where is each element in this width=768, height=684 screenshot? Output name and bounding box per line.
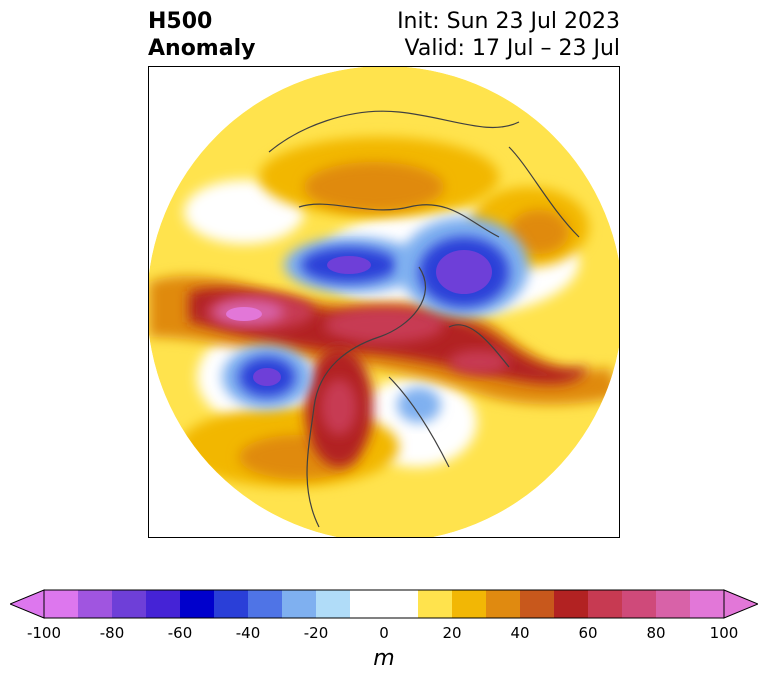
colorbar-bin [44, 590, 79, 618]
colorbar-bin [112, 590, 147, 618]
colorbar-tick-label: 20 [442, 624, 462, 642]
colorbar-bin [180, 590, 215, 618]
colorbar-bin [554, 590, 589, 618]
colorbar-tick-label: 40 [510, 624, 530, 642]
colorbar [10, 589, 758, 619]
colorbar-bin [78, 590, 113, 618]
colorbar-tick-label: -80 [99, 624, 125, 642]
colorbar-bin [248, 590, 283, 618]
colorbar-bin [520, 590, 555, 618]
map-title: H500 Anomaly [148, 8, 255, 62]
colorbar-bin [622, 590, 657, 618]
colorbar-bin [418, 590, 453, 618]
colorbar-unit-label: m [373, 646, 395, 671]
colorbar-tick-labels: -100 -80 -60 -40 -20 0 20 40 60 80 100 [0, 624, 768, 644]
map-date-info: Init: Sun 23 Jul 2023 Valid: 17 Jul – 23… [397, 8, 620, 62]
title-line-type: Anomaly [148, 36, 256, 61]
colorbar-bin [384, 590, 419, 618]
colorbar-bin [146, 590, 181, 618]
colorbar-bin [486, 590, 521, 618]
colorbar-bin [452, 590, 487, 618]
colorbar-bin [656, 590, 691, 618]
anomaly-map [149, 67, 619, 537]
anomaly-field [149, 67, 619, 537]
colorbar-tick-label: 80 [646, 624, 666, 642]
colorbar-tick-label: -40 [235, 624, 261, 642]
title-line-variable: H500 [148, 9, 213, 34]
colorbar-bin [690, 590, 725, 618]
colorbar-tick-label: 60 [578, 624, 598, 642]
map-panel [148, 66, 620, 538]
valid-range: Valid: 17 Jul – 23 Jul [404, 36, 620, 61]
colorbar-bin [350, 590, 385, 618]
coastlines [268, 110, 580, 528]
colorbar-tick-label: 0 [379, 624, 389, 642]
colorbar-bin [214, 590, 249, 618]
colorbar-tick-label: 100 [709, 624, 739, 642]
colorbar-extend-min [10, 589, 45, 619]
colorbar-tick-label: -20 [303, 624, 329, 642]
colorbar-extend-max [723, 589, 758, 619]
colorbar-tick-label: -60 [167, 624, 193, 642]
colorbar-outline [43, 589, 725, 619]
colorbar-bin [282, 590, 317, 618]
colorbar-bin [588, 590, 623, 618]
init-date: Init: Sun 23 Jul 2023 [397, 9, 620, 34]
colorbar-tick-label: -100 [26, 624, 62, 642]
colorbar-bin [316, 590, 351, 618]
